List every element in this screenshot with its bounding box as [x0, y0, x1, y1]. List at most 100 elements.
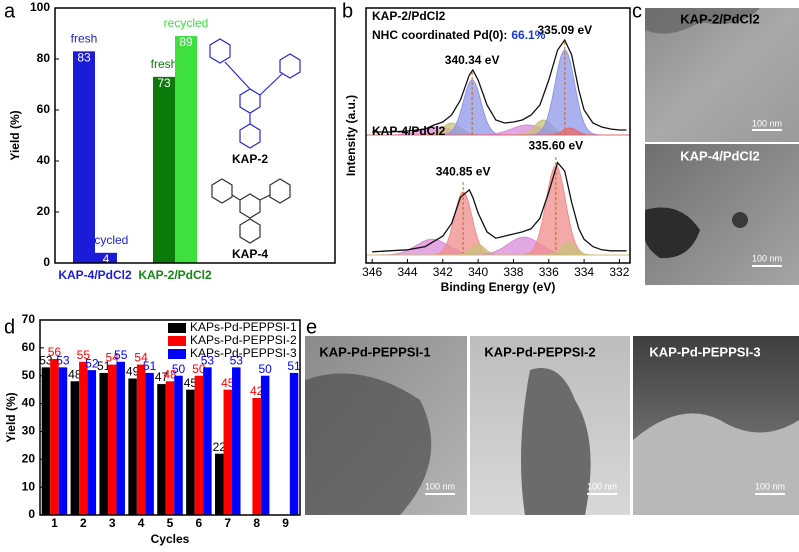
- value-label: 55: [114, 348, 128, 362]
- x-tick-label: 338: [503, 265, 523, 279]
- structure-sketch: [209, 38, 301, 149]
- y-tick-label: 10: [22, 479, 36, 493]
- panel-label: b: [342, 0, 353, 22]
- bar: [174, 375, 183, 515]
- bar: [289, 372, 299, 515]
- legend-swatch: [168, 323, 186, 333]
- x-tick-label: 340: [468, 265, 488, 279]
- y-tick-label: 50: [22, 368, 36, 382]
- bar: [223, 389, 233, 515]
- bar: [252, 398, 261, 515]
- plot-frame: [365, 7, 631, 264]
- y-tick-label: 0: [28, 507, 35, 521]
- structure-label: KAP-4: [232, 247, 268, 261]
- x-tick-label: 4: [138, 516, 145, 530]
- scale-label: 100 nm: [752, 118, 782, 128]
- bar: [186, 389, 195, 515]
- bar: [41, 367, 51, 515]
- bar: [79, 361, 88, 515]
- bar: [136, 364, 146, 515]
- series-annotation: recycled: [84, 233, 129, 247]
- scale-label: 100 nm: [425, 481, 455, 491]
- series-annotation: recycled: [164, 16, 209, 30]
- note: NHC coordinated Pd(0):: [372, 28, 507, 42]
- value-label: 54: [134, 351, 148, 365]
- value-label: 54: [106, 351, 120, 365]
- fit-peak: [366, 241, 630, 256]
- series-label: KAP-4/PdCl2: [372, 124, 446, 138]
- structure-label: KAP-2: [232, 152, 268, 166]
- legend-swatch: [168, 349, 186, 359]
- value-label: 49: [126, 365, 140, 379]
- bar: [73, 51, 95, 263]
- legend-swatch: [168, 336, 186, 346]
- bar: [87, 370, 97, 515]
- tem-feature: [645, 8, 760, 34]
- bar: [203, 367, 212, 515]
- x-tick-label: 346: [362, 265, 382, 279]
- tem-feature: [732, 212, 748, 228]
- x-tick-label: 9: [282, 516, 289, 530]
- plot-frame: [54, 7, 336, 264]
- x-tick-label: 336: [539, 265, 559, 279]
- bar: [157, 384, 166, 515]
- panel-label: c: [632, 0, 642, 22]
- value-label: 51: [97, 359, 111, 373]
- panel-e: KAP-Pd-PEPPSI-1 KAP-Pd-PEPPSI-2 KAP-Pd-P…: [305, 316, 799, 515]
- tem-feature: [645, 207, 700, 259]
- tem-feature: [633, 413, 799, 515]
- bar: [232, 367, 241, 515]
- y-tick-label: 40: [37, 153, 51, 167]
- value-label: 53: [56, 354, 70, 368]
- y-tick-label: 30: [22, 424, 36, 438]
- y-axis-label: Intensity (a.u.): [344, 95, 358, 176]
- x-tick-label: 6: [196, 516, 203, 530]
- spectrum-line: [372, 38, 627, 133]
- image-title: KAP-Pd-PEPPSI-2: [484, 344, 595, 359]
- value-label: 51: [143, 359, 157, 373]
- x-tick-label: 8: [253, 516, 260, 530]
- note-value: 66.1%: [511, 28, 545, 42]
- panel-label: e: [306, 316, 317, 338]
- bar: [107, 364, 117, 515]
- value-label: 47: [155, 370, 169, 384]
- value-label: 83: [77, 51, 91, 65]
- spectrum-line: [372, 161, 627, 253]
- value-label: 22: [213, 440, 227, 454]
- image-title: KAP-2/PdCl2: [680, 11, 759, 26]
- value-label: 48: [163, 367, 177, 381]
- bar: [153, 76, 175, 263]
- y-tick-label: 40: [22, 396, 36, 410]
- bar: [194, 375, 204, 515]
- value-label: 53: [201, 354, 215, 368]
- peak-label: 335.09 eV: [537, 23, 592, 37]
- y-tick-label: 60: [22, 340, 36, 354]
- tem-feature: [305, 373, 432, 515]
- value-label: 53: [230, 354, 244, 368]
- y-tick-label: 100: [30, 0, 50, 14]
- plot-frame: [39, 319, 301, 516]
- value-label: 48: [68, 367, 82, 381]
- series-label: KAP-2/PdCl2: [372, 9, 446, 23]
- value-label: 89: [179, 35, 193, 49]
- fit-peak: [366, 127, 630, 136]
- value-label: 45: [221, 376, 235, 390]
- x-axis-label: Cycles: [151, 532, 190, 546]
- value-label: 56: [48, 345, 62, 359]
- bar: [58, 367, 68, 515]
- scale-label: 100 nm: [755, 481, 785, 491]
- panel-label: a: [4, 0, 16, 22]
- scale-label: 100 nm: [587, 481, 617, 491]
- y-tick-label: 80: [37, 51, 51, 65]
- bar: [50, 359, 59, 515]
- peak-label: 340.34 eV: [445, 53, 500, 67]
- bar: [260, 375, 270, 515]
- y-tick-label: 20: [37, 204, 51, 218]
- y-tick-label: 70: [22, 312, 36, 326]
- series-annotation: fresh: [151, 57, 178, 71]
- y-tick-label: 20: [22, 451, 36, 465]
- bar: [116, 361, 125, 515]
- legend-label: KAPs-Pd-PEPPSI-3: [190, 346, 297, 360]
- y-tick-label: 60: [37, 102, 51, 116]
